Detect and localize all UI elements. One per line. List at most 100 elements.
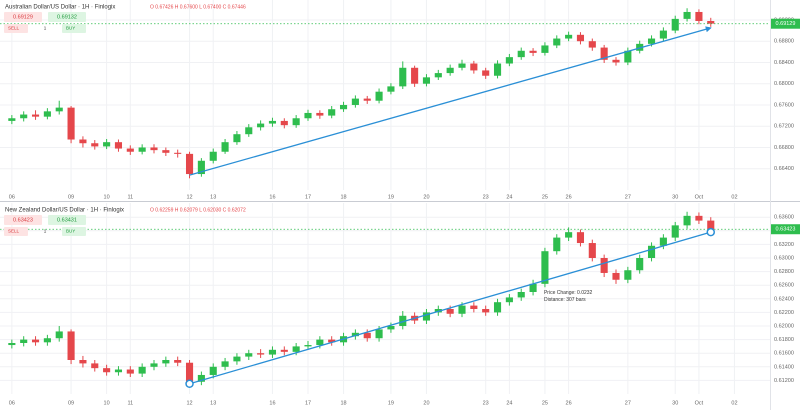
candle-body bbox=[565, 232, 573, 238]
candle-body bbox=[43, 111, 51, 117]
candle-body bbox=[245, 353, 253, 357]
candle-body bbox=[103, 368, 111, 373]
x-tick-label: 20 bbox=[423, 194, 429, 200]
sell-price: 0.69129 bbox=[13, 14, 33, 20]
candle-body bbox=[8, 343, 16, 346]
candle-body bbox=[8, 118, 16, 121]
x-tick-label: 27 bbox=[625, 400, 631, 406]
sell-button-label: SELL bbox=[8, 229, 20, 234]
y-tick-label: 0.61800 bbox=[774, 337, 794, 343]
candle-body bbox=[671, 225, 679, 238]
candle-body bbox=[316, 112, 324, 116]
buy-price: 0.69132 bbox=[57, 14, 77, 20]
candle-body bbox=[79, 360, 87, 364]
x-tick-label: 11 bbox=[127, 400, 133, 406]
x-tick-label: 19 bbox=[388, 400, 394, 406]
candle-body bbox=[529, 50, 537, 53]
x-tick-label: 25 bbox=[542, 194, 548, 200]
x-tick-label: 18 bbox=[340, 400, 346, 406]
candle-body bbox=[103, 142, 111, 147]
candle-body bbox=[387, 86, 395, 92]
last-price-label: 0.63423 bbox=[776, 227, 796, 233]
candle-body bbox=[363, 332, 371, 339]
x-tick-label: 10 bbox=[104, 400, 110, 406]
candle-body bbox=[209, 151, 217, 161]
x-tick-label: 19 bbox=[388, 194, 394, 200]
candle-body bbox=[695, 215, 703, 221]
x-tick-label: 13 bbox=[210, 400, 216, 406]
x-tick-label: 10 bbox=[104, 194, 110, 200]
candle-body bbox=[612, 272, 620, 280]
candle-body bbox=[43, 338, 51, 343]
last-price-box bbox=[771, 224, 800, 235]
x-tick-label: 16 bbox=[269, 194, 275, 200]
candle-body bbox=[422, 77, 431, 84]
y-tick-label: 0.62200 bbox=[774, 310, 794, 316]
candle-body bbox=[458, 305, 466, 314]
y-tick-label: 0.67600 bbox=[774, 102, 794, 108]
y-tick-label: 0.63200 bbox=[774, 242, 794, 248]
candle-body bbox=[458, 63, 466, 68]
sell-button[interactable] bbox=[4, 227, 28, 236]
x-tick-label: 12 bbox=[186, 194, 192, 200]
candle-body bbox=[268, 120, 277, 124]
candle-body bbox=[505, 57, 513, 64]
candle-body bbox=[482, 70, 490, 76]
x-tick-label: Oct bbox=[695, 194, 704, 200]
candle-body bbox=[162, 360, 170, 364]
candle-body bbox=[209, 366, 217, 375]
y-tick-label: 0.61600 bbox=[774, 351, 794, 357]
candle-body bbox=[517, 50, 525, 58]
candle-body bbox=[565, 34, 573, 39]
candle-body bbox=[138, 366, 146, 374]
buy-button[interactable] bbox=[62, 24, 86, 33]
y-tick-label: 0.62800 bbox=[774, 269, 794, 275]
candle-body bbox=[683, 11, 691, 19]
x-tick-label: 12 bbox=[186, 400, 192, 406]
candle-body bbox=[233, 356, 241, 362]
candle-body bbox=[659, 30, 667, 39]
y-tick-label: 0.62600 bbox=[774, 283, 794, 289]
candle-body bbox=[55, 331, 63, 339]
candle-body bbox=[328, 109, 336, 116]
candle-body bbox=[304, 112, 312, 119]
candle-body bbox=[600, 258, 608, 273]
candle-body bbox=[446, 67, 454, 74]
candle-body bbox=[647, 245, 656, 258]
candle-body bbox=[482, 309, 490, 313]
candle-body bbox=[268, 349, 277, 355]
candle-body bbox=[126, 369, 134, 374]
candle-body bbox=[624, 270, 632, 280]
last-price-box bbox=[771, 18, 800, 29]
x-tick-label: 23 bbox=[483, 194, 489, 200]
x-tick-label: 27 bbox=[625, 194, 631, 200]
y-tick-label: 0.67200 bbox=[774, 124, 794, 130]
y-tick-label: 0.68800 bbox=[774, 39, 794, 45]
x-tick-label: 23 bbox=[483, 400, 489, 406]
sell-button-label: SELL bbox=[8, 26, 20, 31]
x-tick-label: 09 bbox=[68, 400, 74, 406]
buy-button-label: BUY bbox=[66, 229, 75, 234]
x-tick-label: 25 bbox=[542, 400, 548, 406]
candle-body bbox=[363, 98, 371, 101]
last-price-label: 0.69129 bbox=[776, 21, 796, 27]
x-tick-label: Oct bbox=[695, 400, 704, 406]
candle-body bbox=[387, 326, 395, 330]
candle-body bbox=[20, 339, 28, 343]
sell-button[interactable] bbox=[4, 24, 28, 33]
candle-body bbox=[446, 309, 454, 314]
buy-button[interactable] bbox=[62, 227, 86, 236]
candle-body bbox=[422, 312, 431, 321]
buy-button-label: BUY bbox=[66, 26, 75, 31]
candle-body bbox=[375, 329, 383, 339]
candle-body bbox=[588, 41, 596, 48]
candle-body bbox=[707, 21, 715, 24]
candle-body bbox=[150, 363, 158, 367]
x-tick-label: 06 bbox=[9, 194, 15, 200]
y-tick-label: 0.61200 bbox=[774, 378, 794, 384]
trend-line bbox=[189, 26, 712, 176]
candle-body bbox=[399, 315, 407, 326]
candle-body bbox=[612, 59, 620, 63]
candle-body bbox=[399, 67, 407, 87]
